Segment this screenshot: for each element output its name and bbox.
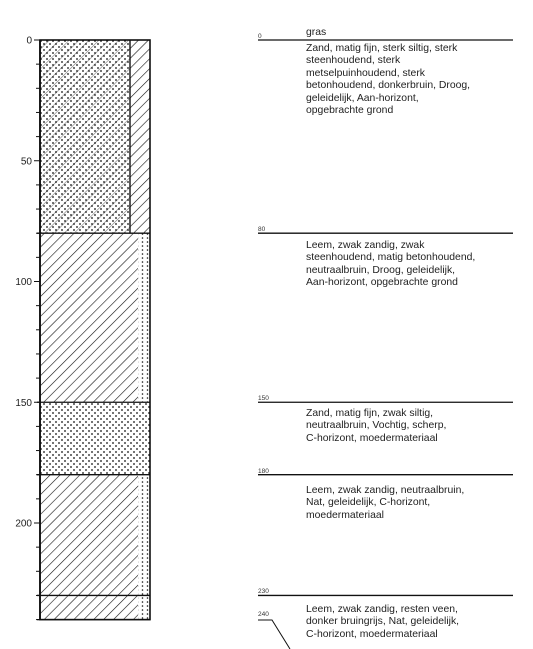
layer-4-fill [40, 474, 138, 596]
boundary-pointer-240 [258, 619, 291, 649]
layer-1-hatch [40, 40, 130, 234]
depth-axis-label: 50 [21, 156, 33, 167]
depth-label-180: 180 [258, 467, 269, 475]
depth-label-80: 80 [258, 226, 266, 234]
depth-axis-label: 100 [15, 277, 32, 288]
layer-2-strip [138, 233, 150, 403]
depth-label-150: 150 [258, 395, 269, 403]
layer-4-strip [138, 474, 150, 596]
surface-label: gras [306, 27, 327, 38]
layer-5-fill [40, 595, 138, 620]
depth-label-0: 0 [258, 33, 262, 40]
layer-description-1: Zand, matig fijn, sterk siltig, sterk st… [306, 43, 471, 117]
depth-axis-label: 200 [15, 519, 32, 530]
depth-axis-label: 0 [26, 36, 32, 47]
soil-column [37, 39, 151, 621]
layer-description-4: Leem, zwak zandig, neutraalbruin, Nat, g… [306, 485, 465, 521]
depth-axis: 0 50 100 150 200 [15, 36, 41, 621]
depth-label-230: 230 [258, 588, 269, 596]
layer-boundary-lines [258, 39, 513, 649]
depth-axis-label: 150 [15, 398, 32, 409]
layer-1-strip [130, 40, 150, 234]
layer-2-fill [40, 233, 138, 403]
layer-5-strip [138, 595, 150, 620]
layer-3-fill [40, 402, 150, 475]
layer-description-2: Leem, zwak zandig, zwak steenhoudend, ma… [306, 240, 476, 289]
layer-description-5: Leem, zwak zandig, resten veen, donker b… [306, 604, 460, 640]
layer-description-3: Zand, matig fijn, zwak siltig, neutraalb… [306, 408, 447, 444]
depth-label-240: 240 [258, 611, 269, 618]
